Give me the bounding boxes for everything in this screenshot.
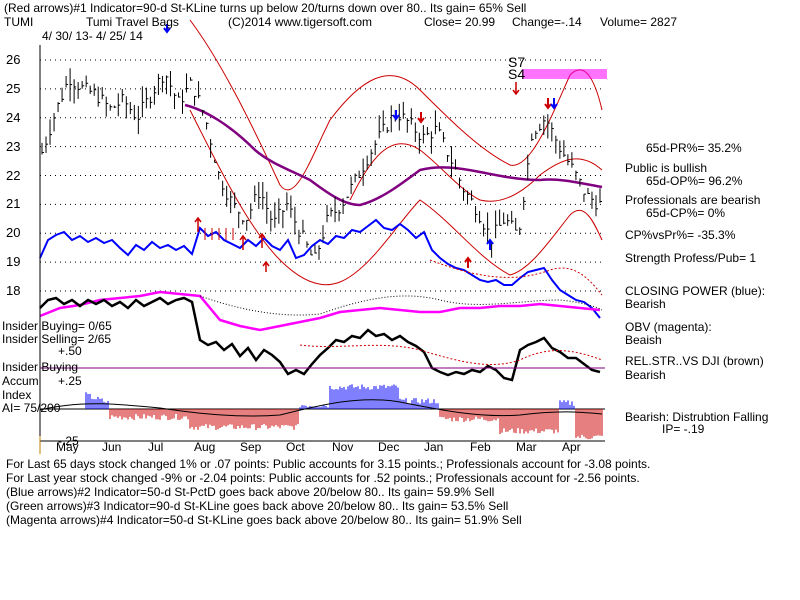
ip-value: IP= -.19 — [662, 422, 705, 436]
accum-minus25-label: -.25 — [58, 434, 79, 448]
insider-buying-label: Insider Buying — [2, 360, 79, 374]
ai-value: AI= 75/200 — [2, 401, 61, 415]
copyright-label: (C)2014 www.tigersoft.com — [228, 15, 373, 29]
insider-buying-count: Insider Buying= 0/65 — [2, 319, 112, 333]
s4-signal-label: S4 — [508, 66, 526, 82]
obv-value: Beaish — [625, 333, 662, 347]
y-tick-label: 23 — [6, 138, 21, 154]
price-gridlines — [40, 59, 602, 292]
closing-power-line — [39, 218, 601, 319]
blue-arrow-up — [486, 238, 494, 250]
month-label: Sep — [240, 440, 262, 454]
close-label: Close= 20.99 — [424, 15, 496, 29]
moving-average-line — [184, 103, 603, 207]
strength-value: Strength Profess/Pub= 1 — [625, 251, 757, 265]
footer-line-3: (Blue arrows)#2 Indicator=50-d St-PctD g… — [6, 485, 495, 499]
inner-band-line — [349, 143, 603, 202]
y-tick-label: 25 — [6, 80, 21, 96]
insider-selling-count: Insider Selling= 2/65 — [2, 332, 112, 346]
month-label: Mar — [516, 440, 537, 454]
accum-plus25-label: +.25 — [58, 374, 82, 388]
y-tick-label: 20 — [6, 225, 21, 241]
pr-value: 65d-PR%= 35.2% — [646, 141, 742, 155]
y-tick-label: 24 — [6, 109, 21, 125]
footer-line-4: (Green arrows)#3 Indicator=90-d St-KLine… — [6, 499, 509, 513]
obv-label: OBV (magenta): — [625, 320, 712, 334]
footer-line-2: For Last year stock changed -9% or -2.04… — [6, 471, 640, 485]
red-arrow-down — [417, 112, 425, 124]
closing-power-value: Bearish — [625, 297, 666, 311]
cp-vs-pr-value: CP%vsPr%= -35.3% — [625, 228, 736, 242]
volume-label: Volume= 2827 — [600, 15, 678, 29]
month-label: Nov — [332, 440, 354, 454]
y-tick-label: 19 — [6, 254, 21, 270]
bearish-distribution-label: Bearish: Distrubtion Falling — [625, 410, 769, 424]
magenta-signal-zone — [522, 69, 607, 79]
red-arrow-down — [544, 98, 552, 110]
index-label: Index — [2, 388, 32, 402]
date-range-label: 4/ 30/ 13- 4/ 25/ 14 — [42, 29, 143, 43]
month-label: Apr — [562, 440, 581, 454]
upper-band-line — [189, 19, 603, 191]
month-label: Feb — [470, 440, 491, 454]
magenta-arrows-cluster — [204, 228, 234, 240]
accum-label: Accum — [2, 374, 39, 388]
accum-ma-line — [39, 399, 603, 417]
relstr-label: REL.STR..VS DJI (brown) — [625, 354, 764, 368]
relstr-value: Bearish — [625, 368, 666, 382]
blue-arrow-down — [550, 98, 558, 110]
red-arrow-up — [262, 260, 270, 272]
red-arrow-up — [464, 256, 472, 268]
lower-band-line — [189, 109, 603, 286]
blue-arrow-down — [392, 110, 400, 121]
accum-plus50-label: +.50 — [58, 344, 82, 358]
y-tick-label: 21 — [6, 196, 21, 212]
y-tick-label: 26 — [6, 52, 21, 67]
footer-line-5: (Magenta arrows)#4 Indicator=50-d St-KLi… — [6, 513, 522, 527]
closing-power-label: CLOSING POWER (blue): — [625, 284, 766, 298]
header-indicator-line: (Red arrows)#1 Indicator=90-d St-KLine t… — [4, 1, 527, 15]
signal-arrows — [163, 24, 558, 272]
month-label: Dec — [378, 440, 400, 454]
change-label: Change=-.14 — [512, 15, 582, 29]
rs-dotted-ma — [299, 344, 603, 365]
professionals-status: Professionals are bearish — [625, 193, 761, 207]
obv-dotted-ma — [199, 295, 603, 316]
month-label: Jan — [424, 440, 444, 454]
public-status: Public is bullish — [625, 161, 708, 175]
blue-arrow-down — [163, 24, 171, 34]
red-arrow-up — [239, 234, 247, 250]
month-label: Jun — [102, 440, 122, 454]
cp-dotted-ma — [429, 259, 603, 296]
month-label: May — [56, 440, 79, 454]
month-label: Aug — [194, 440, 216, 454]
s7-signal-label: S7 — [508, 54, 526, 70]
month-label: Oct — [286, 440, 305, 454]
month-label: Jul — [148, 440, 164, 454]
company-label: Tumi Travel Bags — [86, 15, 179, 29]
ticker-label: TUMI — [4, 15, 34, 29]
cp-value: 65d-CP%= 0% — [646, 206, 726, 220]
y-tick-label: 22 — [6, 167, 21, 183]
y-tick-label: 18 — [6, 283, 21, 298]
op-value: 65d-OP%= 96.2% — [646, 174, 743, 188]
red-arrow-down — [512, 82, 520, 96]
relative-strength-line — [39, 296, 601, 382]
red-arrow-up — [194, 216, 202, 232]
obv-line — [39, 290, 601, 332]
red-arrow-up — [258, 232, 266, 248]
footer-line-1: For Last 65 days stock changed 1% or .07… — [6, 457, 651, 471]
